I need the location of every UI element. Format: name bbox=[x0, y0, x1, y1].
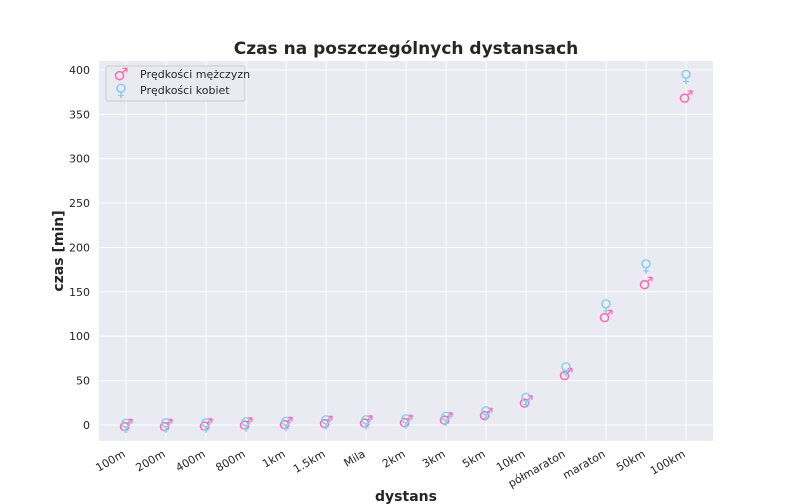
female-point: ♀ bbox=[520, 390, 532, 410]
female-point: ♀ bbox=[600, 297, 612, 317]
x-tick-label: 1km bbox=[260, 447, 287, 470]
male-point: ♂ bbox=[158, 416, 173, 436]
legend-female-marker: ♀ bbox=[115, 81, 127, 101]
y-tick-label: 200 bbox=[69, 241, 90, 254]
x-tick-label: 200m bbox=[134, 447, 168, 474]
legend-male-label: Prędkości mężczyzn bbox=[140, 68, 250, 81]
female-point: ♀ bbox=[680, 67, 692, 87]
x-tick-label: 1.5km bbox=[291, 447, 327, 476]
female-point: ♀ bbox=[640, 256, 652, 276]
x-axis-label: dystans bbox=[375, 489, 437, 504]
legend: ♂ Prędkości mężczyzn ♀ Prędkości kobiet bbox=[105, 65, 250, 102]
x-tick-label: 400m bbox=[174, 447, 208, 474]
data-marks: ♂ ♂ ♂ ♂ ♂ ♂ ♂ ♂ ♂ ♂♂♂♂♂♂♀ ♀ ♀ ♀ ♀ ♀ ♀ ♀ ♀ ♀♀♀♀♀♀ bbox=[118, 67, 693, 436]
male-point: ♂ bbox=[478, 405, 493, 425]
legend-female-label: Prędkości kobiet bbox=[140, 84, 230, 97]
legend-male-marker: ♂ bbox=[113, 65, 128, 85]
y-tick-label: 250 bbox=[69, 197, 90, 210]
male-point: ♂ bbox=[198, 415, 213, 435]
x-tick-labels: 100m 200m 400m 800m 1km 1.5km Mila 2km 3km 5km 10k… bbox=[94, 447, 688, 490]
female-point: ♀ bbox=[160, 416, 172, 436]
female-point: ♀ bbox=[440, 409, 452, 429]
female-point: ♀ bbox=[360, 412, 372, 432]
y-tick-label: 50 bbox=[76, 375, 90, 388]
x-tick-label: 50km bbox=[614, 447, 647, 474]
y-tick-label: 0 bbox=[83, 419, 90, 432]
y-axis-label: czas [min] bbox=[51, 210, 67, 291]
male-point: ♂ bbox=[598, 307, 613, 327]
female-point: ♀ bbox=[560, 360, 572, 380]
legend-box bbox=[105, 65, 246, 102]
y-tick-label: 350 bbox=[69, 108, 90, 121]
male-point: ♂ bbox=[358, 413, 373, 433]
x-tick-label: Mila bbox=[342, 447, 368, 469]
male-point: ♂ bbox=[518, 393, 533, 413]
x-tick-label: 5km bbox=[460, 447, 487, 470]
female-point: ♀ bbox=[480, 403, 492, 423]
male-point: ♂ bbox=[238, 415, 253, 435]
male-point: ♂ bbox=[438, 410, 453, 430]
male-point: ♂ bbox=[398, 412, 413, 432]
y-tick-label: 150 bbox=[69, 286, 90, 299]
y-tick-label: 400 bbox=[69, 64, 90, 77]
male-point: ♂ bbox=[318, 413, 333, 433]
female-point: ♀ bbox=[120, 416, 132, 436]
y-tick-labels: 0 50 100 150 200 250 300 350 400 bbox=[69, 64, 90, 432]
male-point: ♂ bbox=[118, 416, 133, 436]
female-point: ♀ bbox=[240, 414, 252, 434]
male-point: ♂ bbox=[638, 274, 653, 294]
male-point: ♂ bbox=[558, 365, 573, 385]
chart-title: Czas na poszczególnych dystansach bbox=[234, 39, 579, 59]
x-tick-label: 100m bbox=[94, 447, 128, 474]
x-tick-label: maraton bbox=[561, 447, 608, 482]
female-point: ♀ bbox=[200, 415, 212, 435]
x-tick-label: 800m bbox=[214, 447, 248, 474]
y-tick-label: 300 bbox=[69, 153, 90, 166]
x-tick-label: 2km bbox=[380, 447, 407, 470]
female-point: ♀ bbox=[320, 413, 332, 433]
x-tick-label: 100km bbox=[648, 447, 687, 477]
female-point: ♀ bbox=[400, 411, 412, 431]
male-point: ♂ bbox=[678, 88, 693, 108]
female-point: ♀ bbox=[280, 414, 292, 434]
y-tick-label: 100 bbox=[69, 330, 90, 343]
male-point: ♂ bbox=[278, 414, 293, 434]
x-tick-label: 3km bbox=[420, 447, 447, 470]
